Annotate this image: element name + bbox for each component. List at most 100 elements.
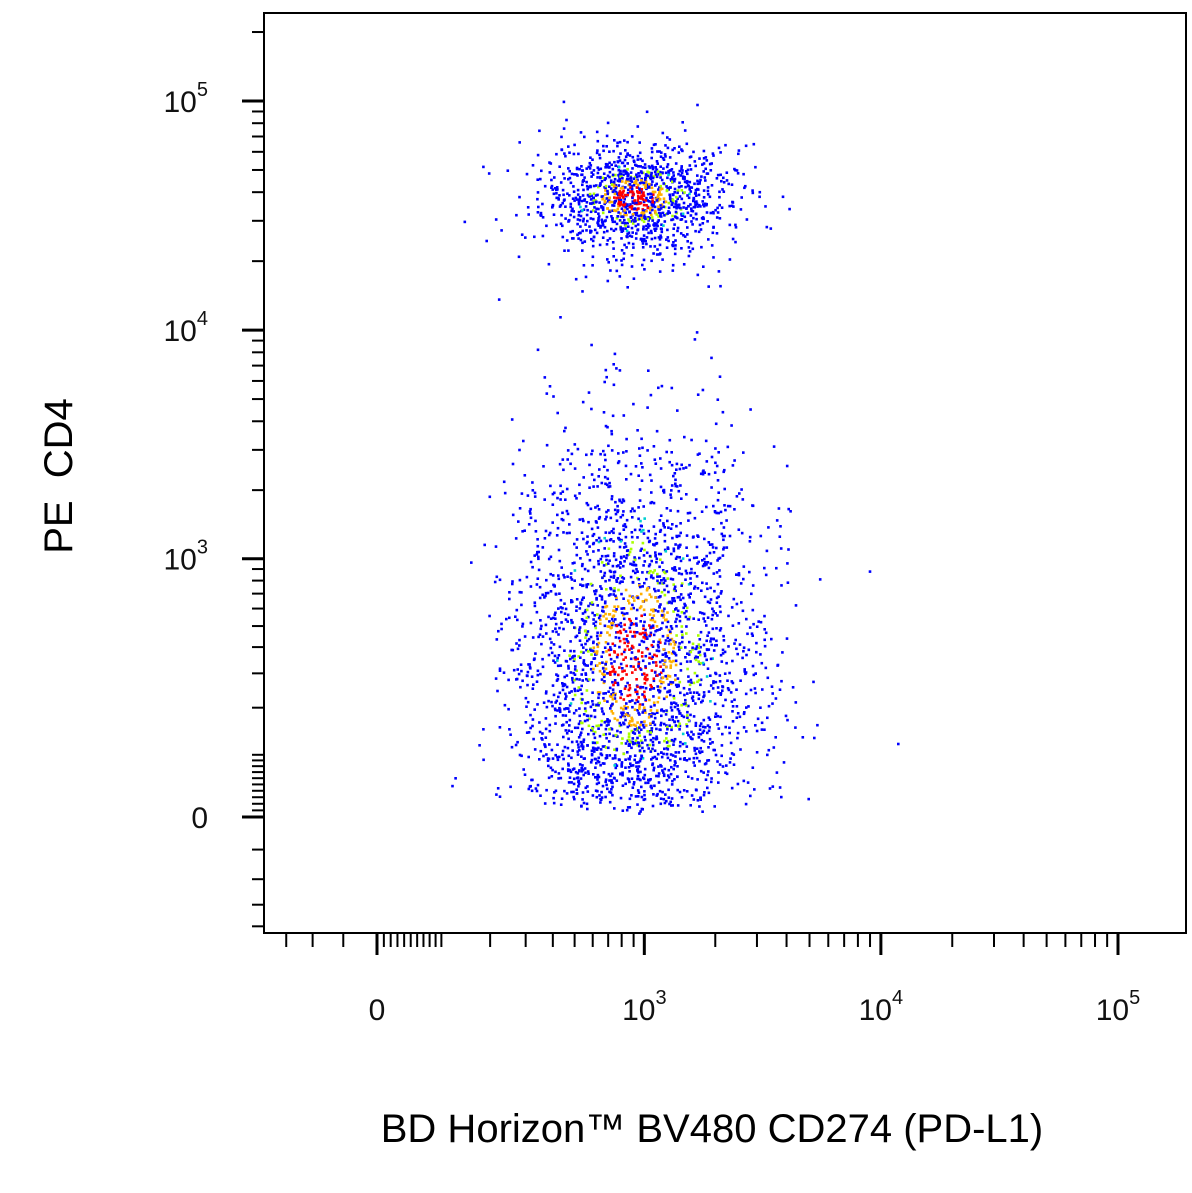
event-dot bbox=[611, 414, 615, 418]
event-dot bbox=[735, 573, 738, 576]
event-dot bbox=[556, 513, 559, 517]
event-dot bbox=[662, 200, 666, 204]
event-dot bbox=[718, 203, 721, 207]
event-dot bbox=[613, 672, 617, 676]
event-dot bbox=[606, 239, 610, 242]
event-dot bbox=[656, 600, 659, 603]
event-dot bbox=[629, 764, 633, 768]
event-dot bbox=[686, 652, 689, 655]
event-dot bbox=[630, 622, 634, 625]
event-dot bbox=[622, 597, 625, 600]
event-dot bbox=[736, 712, 740, 715]
event-dot bbox=[613, 220, 617, 224]
event-dot bbox=[582, 713, 586, 716]
event-dot bbox=[647, 747, 650, 750]
event-dot bbox=[608, 237, 612, 240]
event-dot bbox=[586, 744, 589, 747]
event-dot bbox=[638, 585, 642, 589]
event-dot bbox=[614, 209, 618, 213]
event-dot bbox=[527, 213, 530, 216]
event-dot bbox=[659, 721, 663, 725]
event-dot bbox=[644, 686, 648, 690]
event-dot bbox=[596, 741, 599, 744]
event-dot bbox=[712, 504, 715, 508]
y-tick-label: 103 bbox=[164, 537, 209, 577]
event-dot bbox=[600, 719, 603, 723]
event-dot bbox=[705, 172, 709, 175]
event-dot bbox=[721, 689, 724, 692]
event-dot bbox=[666, 674, 670, 678]
event-dot bbox=[622, 555, 626, 558]
event-dot bbox=[631, 212, 635, 216]
event-dot bbox=[747, 705, 750, 708]
event-dot bbox=[611, 173, 615, 177]
event-dot bbox=[615, 608, 618, 611]
event-dot bbox=[626, 286, 629, 289]
event-dot bbox=[584, 205, 588, 208]
event-dot bbox=[699, 683, 702, 687]
event-dot bbox=[608, 175, 611, 179]
event-dot bbox=[618, 192, 622, 195]
event-dot bbox=[705, 658, 708, 662]
event-dot bbox=[662, 577, 666, 580]
event-dot bbox=[702, 612, 706, 616]
event-dot bbox=[683, 176, 686, 179]
event-dot bbox=[629, 630, 632, 634]
event-dot bbox=[676, 719, 680, 723]
event-dot bbox=[540, 214, 543, 217]
event-dot bbox=[559, 492, 563, 495]
event-dot bbox=[593, 709, 596, 712]
event-dot bbox=[696, 393, 700, 396]
event-dot bbox=[611, 564, 615, 568]
event-dot bbox=[500, 622, 503, 626]
event-dot bbox=[564, 714, 568, 717]
event-dot bbox=[624, 685, 628, 688]
event-dot bbox=[570, 452, 574, 456]
event-dot bbox=[639, 157, 642, 161]
event-dot bbox=[703, 620, 707, 623]
event-dot bbox=[536, 577, 540, 580]
event-dot bbox=[665, 752, 669, 756]
event-dot bbox=[629, 216, 633, 220]
event-dot bbox=[868, 570, 872, 573]
event-dot bbox=[628, 700, 631, 703]
event-dot bbox=[710, 486, 713, 489]
event-dot bbox=[643, 268, 646, 271]
event-dot bbox=[681, 742, 685, 746]
event-dot bbox=[542, 465, 545, 468]
event-dot bbox=[554, 701, 557, 704]
event-dot bbox=[779, 547, 783, 550]
event-dot bbox=[611, 615, 615, 618]
event-dot bbox=[677, 683, 680, 687]
event-dot bbox=[646, 449, 649, 452]
event-dot bbox=[684, 646, 687, 649]
event-dot bbox=[636, 183, 640, 187]
event-dot bbox=[565, 487, 569, 491]
event-dot bbox=[683, 611, 686, 615]
event-dot bbox=[668, 718, 671, 721]
event-dot bbox=[674, 484, 678, 488]
event-dot bbox=[707, 716, 711, 719]
event-dot bbox=[575, 553, 579, 557]
event-dot bbox=[495, 793, 498, 796]
event-dot bbox=[554, 611, 557, 615]
event-dot bbox=[605, 515, 608, 519]
event-dot bbox=[614, 500, 617, 504]
event-dot bbox=[616, 631, 620, 634]
event-dot bbox=[633, 528, 637, 532]
event-dot bbox=[697, 560, 700, 564]
event-dot bbox=[651, 201, 654, 204]
event-dot bbox=[702, 643, 706, 647]
event-dot bbox=[697, 643, 701, 646]
event-dot bbox=[652, 677, 656, 680]
event-dot bbox=[621, 809, 625, 812]
event-dot bbox=[610, 217, 614, 220]
event-dot bbox=[674, 653, 678, 657]
event-dot bbox=[602, 411, 606, 414]
event-dot bbox=[572, 649, 576, 653]
event-dot bbox=[539, 794, 542, 797]
event-dot bbox=[641, 659, 645, 663]
event-dot bbox=[687, 653, 691, 656]
event-dot bbox=[652, 576, 655, 580]
event-dot bbox=[657, 552, 661, 556]
